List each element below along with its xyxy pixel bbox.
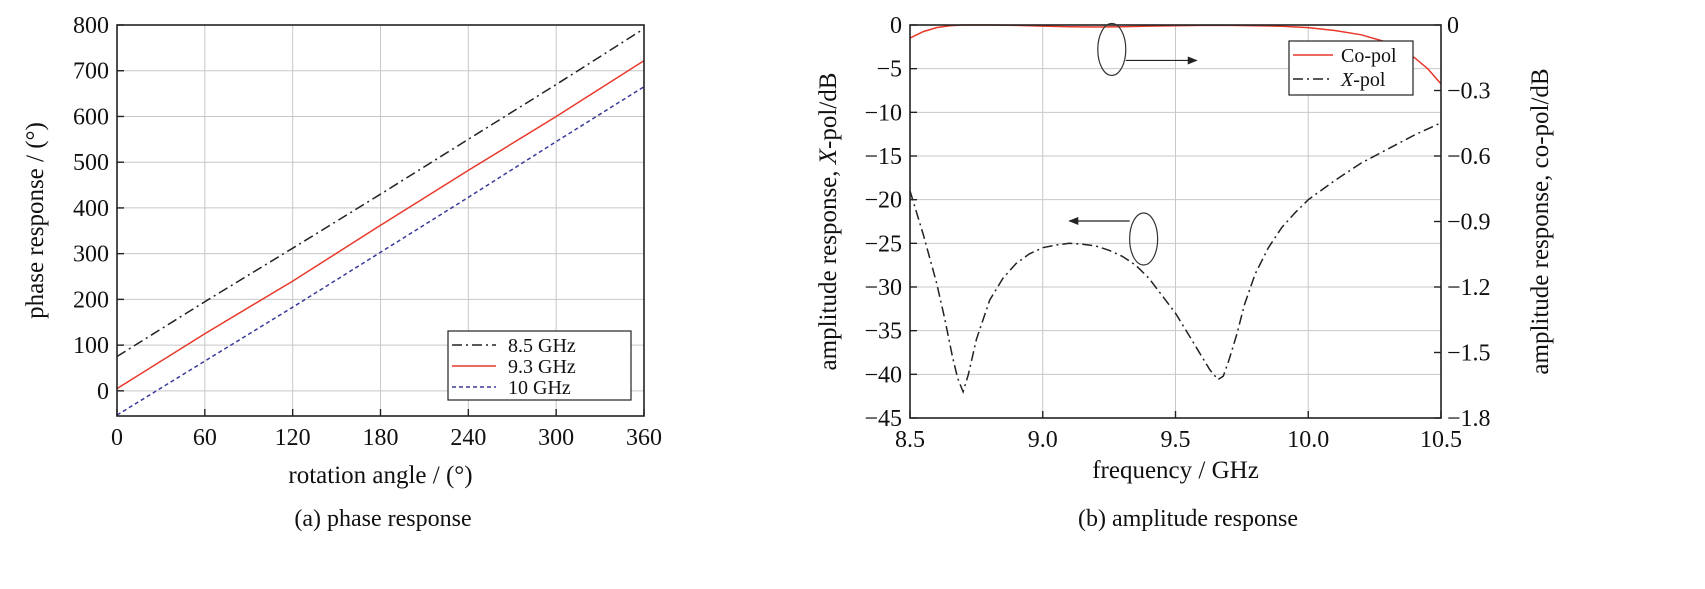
chart-a-y-tick-label: 0 bbox=[97, 379, 109, 405]
chart-a-x-tick-label: 60 bbox=[193, 425, 217, 451]
chart-b-x-tick-label: 10.0 bbox=[1287, 427, 1329, 453]
chart-b-legend-box bbox=[1288, 40, 1414, 96]
chart-b-ticks: 8.5 9.0 9.5 10.0 10.5 0 −5 −10 −15 −20 −25 −30 −35 −4… bbox=[864, 13, 1490, 453]
chart-a-series-line-3 bbox=[116, 86, 645, 416]
chart-b-left-y-tick-label: −10 bbox=[864, 100, 902, 126]
chart-a-x-tick-label: 120 bbox=[275, 425, 311, 451]
chart-a-y-tick-label: 400 bbox=[73, 196, 109, 222]
chart-a-legend-label: 8.5 GHz bbox=[508, 335, 576, 357]
chart-b-left-y-axis-label-part-2: X bbox=[815, 147, 842, 165]
chart-b-left-y-axis-label-part-3: -pol/dB bbox=[815, 73, 842, 149]
chart-b-right-y-tick-label: −0.3 bbox=[1447, 79, 1491, 105]
chart-b-annotation-ellipse-2 bbox=[1129, 212, 1159, 266]
chart-b-left-y-tick-label: 0 bbox=[890, 13, 902, 39]
chart-a-caption: (a) phase response bbox=[294, 506, 471, 532]
chart-a-y-tick-label: 600 bbox=[73, 104, 109, 130]
chart-b-x-tick-label: 9.0 bbox=[1028, 427, 1058, 453]
chart-b-legend-label: Co-pol bbox=[1341, 45, 1397, 67]
chart-b-legend-label-part: -pol bbox=[1353, 69, 1386, 91]
chart-b-right-y-tick-label: 0 bbox=[1447, 13, 1459, 39]
chart-b-right-y-tick-label: −0.6 bbox=[1447, 144, 1491, 170]
chart-a-y-axis-label: phase response / (°) bbox=[22, 122, 49, 319]
chart-a-x-tick-label: 180 bbox=[363, 425, 399, 451]
chart-a-x-axis-label: rotation angle / (°) bbox=[288, 462, 472, 489]
chart-b-x-tick-label: 10.5 bbox=[1420, 427, 1462, 453]
chart-a-x-tick-label: 0 bbox=[111, 425, 123, 451]
chart-a-phase-response: 0 60 120 180 240 300 360 0 100 200 300 400 500 600 700… bbox=[22, 13, 662, 532]
chart-b-annotation-ellipse-1 bbox=[1097, 22, 1127, 77]
chart-b-left-y-tick-label: −35 bbox=[864, 319, 902, 345]
chart-a-x-tick-label: 300 bbox=[538, 425, 574, 451]
chart-b-left-y-tick-label: −40 bbox=[864, 362, 902, 388]
chart-b-left-y-tick-label: −25 bbox=[864, 231, 902, 257]
chart-a-y-tick-label: 200 bbox=[73, 287, 109, 313]
chart-b-x-tick-label: 9.5 bbox=[1161, 427, 1191, 453]
chart-b-legend-label: X-pol bbox=[1340, 69, 1386, 91]
chart-a-y-tick-label: 500 bbox=[73, 150, 109, 176]
chart-b-right-y-tick-label: −0.9 bbox=[1447, 210, 1491, 236]
chart-b-left-y-tick-label: −30 bbox=[864, 275, 902, 301]
chart-b-left-y-tick-label: −45 bbox=[864, 406, 902, 432]
chart-b-annotations bbox=[1068, 22, 1198, 266]
chart-b-left-y-axis-label: amplitude response, X-pol/dB bbox=[815, 73, 842, 371]
chart-a-y-tick-label: 800 bbox=[73, 13, 109, 39]
chart-a-legend-label: 9.3 GHz bbox=[508, 356, 576, 378]
chart-b-series-line-2 bbox=[909, 122, 1442, 395]
chart-b-x-axis-label: frequency / GHz bbox=[1092, 457, 1259, 484]
chart-a-series bbox=[116, 28, 645, 416]
chart-a-legend-label: 10 GHz bbox=[508, 377, 571, 399]
chart-a-y-tick-label: 700 bbox=[73, 59, 109, 85]
chart-b-caption: (b) amplitude response bbox=[1078, 506, 1298, 532]
chart-a-x-tick-label: 360 bbox=[626, 425, 662, 451]
chart-b-right-y-axis-label: amplitude response, co-pol/dB bbox=[1527, 68, 1554, 374]
chart-a-ticks: 0 60 120 180 240 300 360 0 100 200 300 400 500 600 700… bbox=[73, 13, 662, 451]
chart-a-x-tick-label: 240 bbox=[450, 425, 486, 451]
chart-b-left-y-axis-label-part-1: amplitude response, bbox=[815, 164, 842, 370]
chart-b-left-y-tick-label: −20 bbox=[864, 188, 902, 214]
chart-a-series-line-1 bbox=[116, 28, 645, 358]
chart-b-legend-label-italic-part: X bbox=[1340, 69, 1354, 91]
chart-a-series-line-2 bbox=[116, 60, 645, 390]
chart-b-left-y-tick-label: −5 bbox=[876, 57, 902, 83]
chart-b-amplitude-response: 8.5 9.0 9.5 10.0 10.5 0 −5 −10 −15 −20 −25 −30 −35 −4… bbox=[815, 13, 1554, 532]
chart-b-right-y-tick-label: −1.5 bbox=[1447, 341, 1491, 367]
chart-b-x-tick-label: 8.5 bbox=[895, 427, 925, 453]
chart-a-y-tick-label: 100 bbox=[73, 333, 109, 359]
chart-a-y-tick-label: 300 bbox=[73, 242, 109, 268]
chart-b-right-y-tick-label: −1.8 bbox=[1447, 406, 1491, 432]
chart-b-left-y-tick-label: −15 bbox=[864, 144, 902, 170]
chart-b-right-y-tick-label: −1.2 bbox=[1447, 275, 1491, 301]
